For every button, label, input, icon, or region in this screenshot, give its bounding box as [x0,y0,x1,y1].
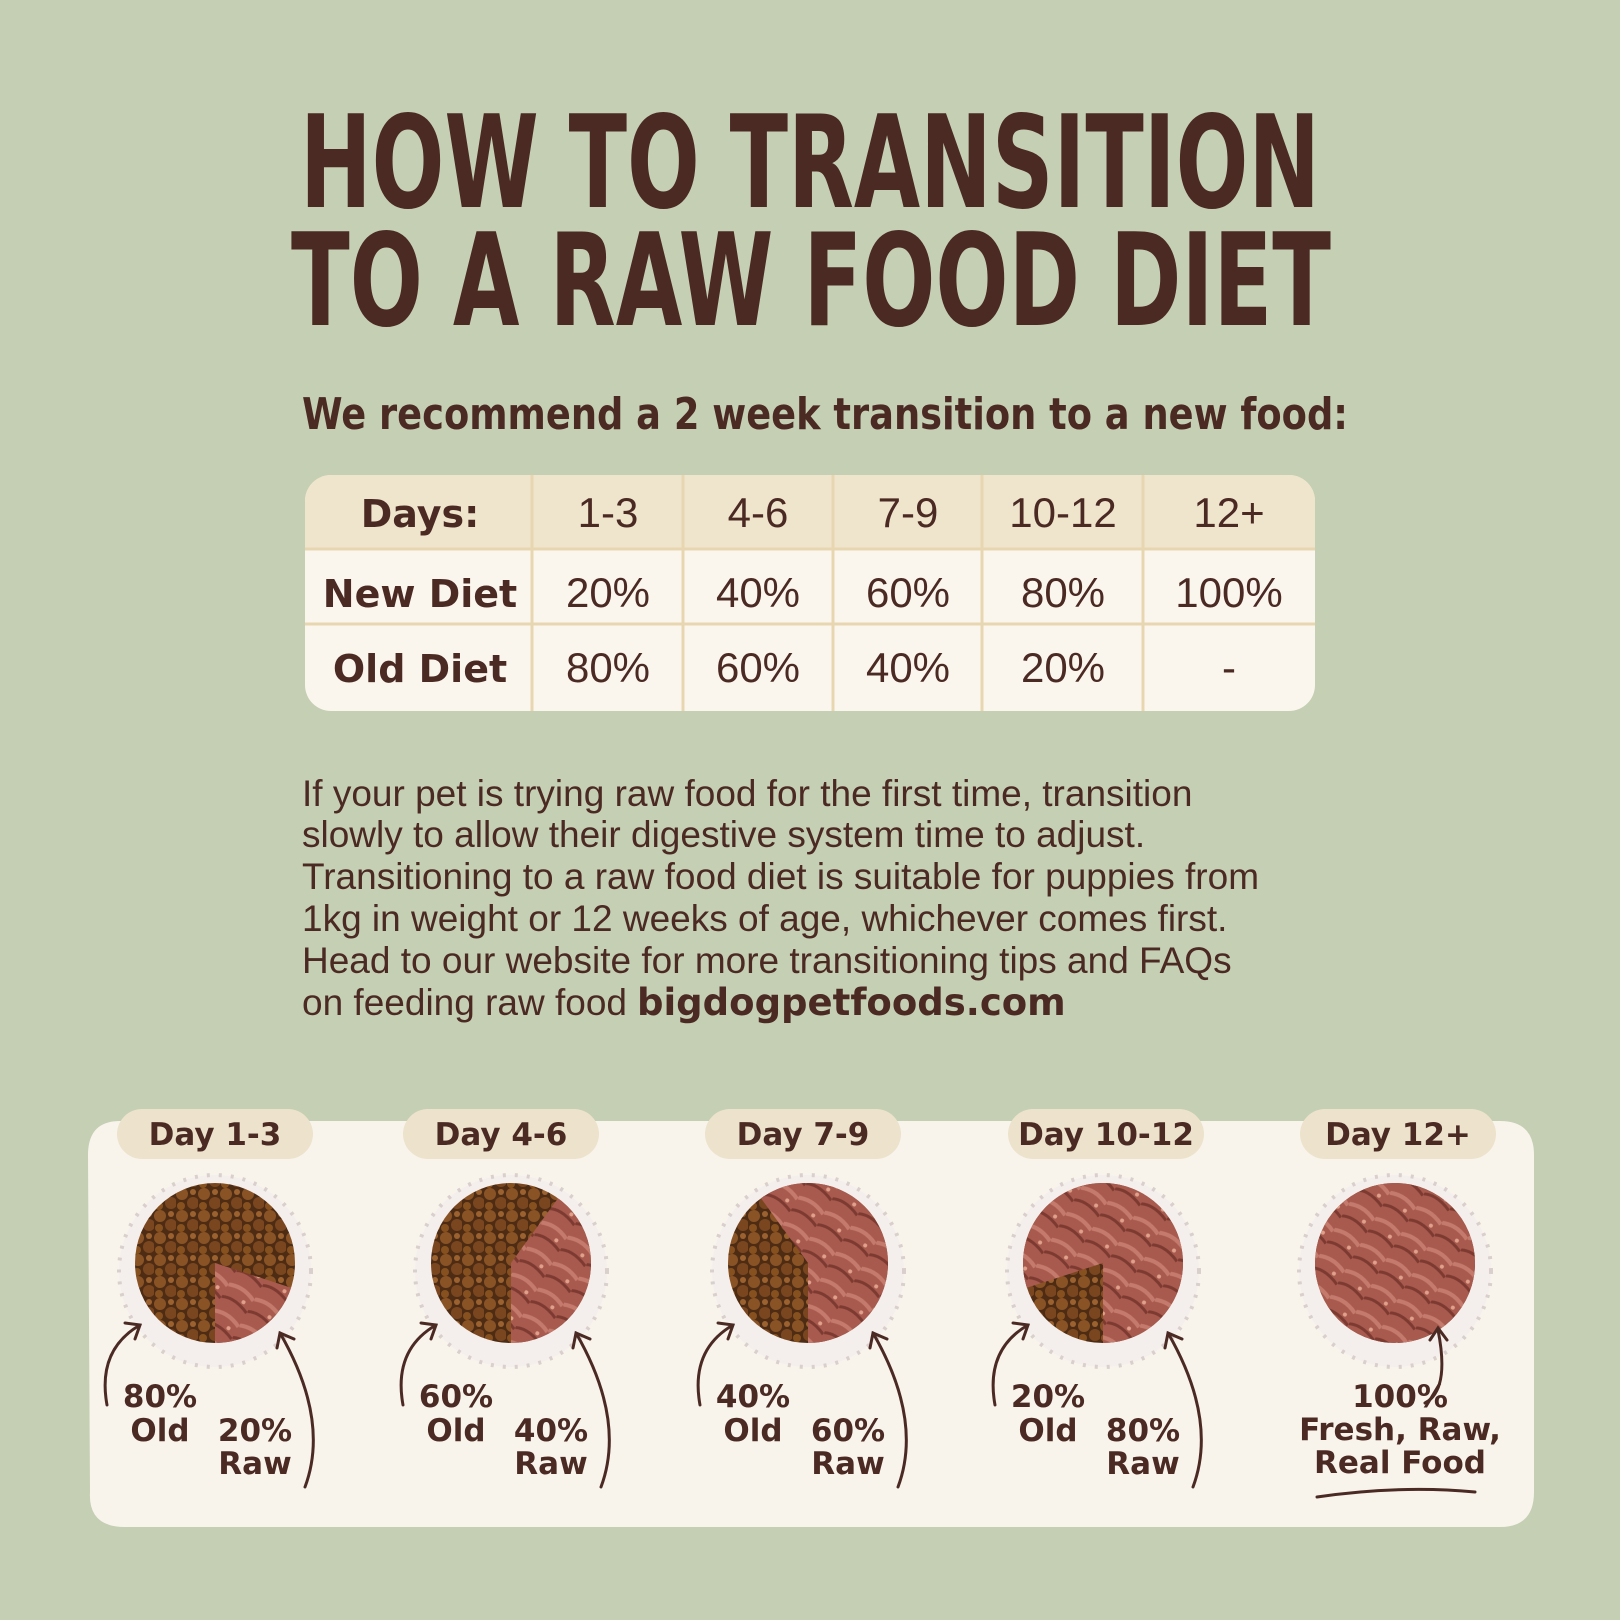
day-label: Day 7-9 [737,1117,870,1153]
day-pill [117,1109,313,1159]
raw-arrow [571,1330,611,1489]
paragraph-text: on feeding raw food [302,982,627,1023]
raw-label: 60% [811,1413,885,1449]
subtitle: We recommend a 2 week transition to a ne… [302,389,1348,440]
paragraph-line: Head to our website for more transitioni… [302,940,1232,981]
paragraph-line: 1kg in weight or 12 weeks of age, whiche… [302,898,1227,939]
old-arrow [991,1321,1031,1407]
table-cell: 80% [566,644,650,691]
raw-label: Raw [1106,1446,1179,1482]
old-arrow [399,1321,439,1407]
old-label: Old [1018,1413,1077,1449]
old-arrow [103,1321,143,1407]
stage-label: Real Food [1314,1445,1486,1481]
raw-label: 80% [1106,1413,1180,1449]
table-header-cell: 1-3 [578,489,639,536]
table-header-cell: 4-6 [728,489,789,536]
underline [1315,1487,1477,1499]
raw-arrow [275,1330,315,1489]
table-cell: 20% [1021,644,1105,691]
table-row-label: New Diet [323,572,517,616]
raw-label: Raw [218,1446,291,1482]
day-pill [705,1109,901,1159]
old-label: 80% [123,1379,197,1415]
table-cell: 40% [716,569,800,616]
table-row-label: Old Diet [333,647,507,691]
old-label: 60% [419,1379,493,1415]
raw-food [511,1198,591,1343]
paragraph-line: on feeding raw food bigdogpetfoods.com [302,981,1066,1024]
day-label: Day 12+ [1325,1117,1471,1153]
table-cell: 60% [716,644,800,691]
table-cell: 20% [566,569,650,616]
raw-label: 20% [218,1413,292,1449]
table-header-bg [305,475,1315,549]
raw-label: Raw [514,1446,587,1482]
raw-arrow [1163,1330,1203,1489]
table-header-cell: 10-12 [1009,489,1116,536]
title-line: HOW TO TRANSITION [300,89,1320,238]
table-cell: 80% [1021,569,1105,616]
day-label: Day 1-3 [149,1117,282,1153]
table-header-cell: 7-9 [878,489,939,536]
arrow [1423,1325,1449,1405]
stage-label: Fresh, Raw, [1299,1412,1501,1448]
old-label: Old [426,1413,485,1449]
paragraph-line: If your pet is trying raw food for the f… [302,773,1192,814]
old-label: 20% [1011,1379,1085,1415]
day-pill [1008,1109,1204,1159]
raw-label: 40% [514,1413,588,1449]
table-header-cell: 12+ [1193,489,1264,536]
raw-food [760,1182,889,1343]
table-cell: 100% [1175,569,1282,616]
old-label: Old [723,1413,782,1449]
day-pill [403,1109,599,1159]
raw-food [1023,1183,1183,1343]
raw-label: Raw [811,1446,884,1482]
old-arrow [696,1321,736,1407]
table-cell: - [1222,644,1236,691]
table-lines [305,475,1315,711]
raw-arrow [868,1330,908,1489]
table-cell: 40% [866,644,950,691]
table-cell: 60% [866,569,950,616]
table-header-cell: Days: [361,492,480,536]
paragraph-line: slowly to allow their digestive system t… [302,814,1145,855]
website-link: bigdogpetfoods.com [637,981,1066,1024]
paragraph-line: Transitioning to a raw food diet is suit… [302,856,1259,897]
raw-food [1315,1183,1475,1343]
title-line: TO A RAW FOOD DIET [291,207,1331,356]
raw-food [215,1263,292,1343]
day-pill [1300,1109,1496,1159]
old-label: 40% [716,1379,790,1415]
day-label: Day 10-12 [1018,1117,1194,1153]
day-label: Day 4-6 [435,1117,568,1153]
old-label: Old [130,1413,189,1449]
